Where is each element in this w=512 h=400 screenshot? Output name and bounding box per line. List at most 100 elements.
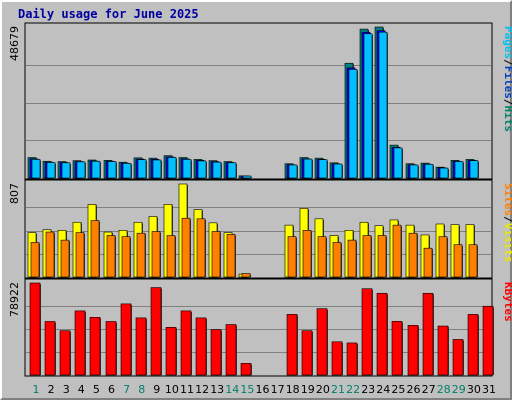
x-tick-label-14: 14 xyxy=(225,383,239,396)
x-tick-label-29: 29 xyxy=(452,383,466,396)
ymax-label-kbytes: 78922 xyxy=(8,282,21,317)
legend-item-pages-files-hits-2: Files xyxy=(502,66,512,99)
x-tick-label-4: 4 xyxy=(78,383,85,396)
bar-pages-day-8 xyxy=(137,159,147,179)
legend-item-pages-files-hits-1: / xyxy=(502,59,512,66)
bar-kbytes-day-28 xyxy=(437,325,449,376)
bar-sites-day-20 xyxy=(317,236,327,278)
x-tick-label-16: 16 xyxy=(256,383,270,396)
bar-sites-day-11 xyxy=(181,217,191,278)
bar-sites-day-14 xyxy=(226,234,236,278)
bar-pages-day-20 xyxy=(318,159,328,179)
x-tick-label-24: 24 xyxy=(376,383,390,396)
legend-visits-sites: Sites/Visits xyxy=(502,183,512,263)
chart-title: Daily usage for June 2025 xyxy=(18,7,199,21)
bar-pages-day-2 xyxy=(46,162,56,179)
legend-item-visits-sites-1: / xyxy=(502,216,512,223)
bar-kbytes-day-12 xyxy=(195,317,207,376)
bar-kbytes-day-11 xyxy=(180,310,192,376)
bar-kbytes-day-8 xyxy=(135,317,147,376)
x-tick-label-30: 30 xyxy=(467,383,481,396)
ymax-label-pages-files-hits: 48679 xyxy=(8,26,21,61)
x-tick-label-18: 18 xyxy=(286,383,300,396)
bar-pages-day-21 xyxy=(333,163,343,179)
bar-kbytes-day-6 xyxy=(105,321,117,376)
bar-sites-day-5 xyxy=(90,220,100,278)
bar-sites-day-13 xyxy=(211,231,221,278)
legend-item-visits-sites-2: Visits xyxy=(502,223,512,263)
panel-pages-files-hits xyxy=(24,22,493,180)
bar-sites-day-9 xyxy=(151,231,161,278)
x-tick-label-22: 22 xyxy=(346,383,360,396)
bar-sites-day-29 xyxy=(453,244,463,278)
legend-item-kbytes-0: KBytes xyxy=(502,282,512,322)
bar-pages-day-12 xyxy=(197,160,207,179)
bar-pages-day-6 xyxy=(107,161,117,179)
bar-pages-day-9 xyxy=(152,159,162,179)
bar-pages-day-15 xyxy=(242,175,252,179)
legend-item-visits-sites-0: Sites xyxy=(502,183,512,216)
bar-kbytes-day-22 xyxy=(346,342,358,376)
x-tick-label-28: 28 xyxy=(437,383,451,396)
bar-pages-day-27 xyxy=(424,164,434,179)
x-tick-label-20: 20 xyxy=(316,383,330,396)
bar-pages-day-26 xyxy=(409,164,419,179)
bar-sites-day-24 xyxy=(377,235,387,278)
legend-item-pages-files-hits-4: Hits xyxy=(502,106,512,133)
legend-item-pages-files-hits-0: Pages xyxy=(502,26,512,59)
x-tick-label-6: 6 xyxy=(108,383,115,396)
bar-kbytes-day-10 xyxy=(165,327,177,376)
bar-sites-day-2 xyxy=(45,231,55,278)
bar-sites-day-25 xyxy=(392,224,402,278)
bar-pages-day-30 xyxy=(469,160,479,179)
bar-sites-day-7 xyxy=(121,236,131,278)
bar-sites-day-3 xyxy=(60,239,70,278)
bar-pages-day-19 xyxy=(303,158,313,179)
bar-pages-day-18 xyxy=(288,164,298,179)
bar-kbytes-day-14 xyxy=(225,324,237,376)
bar-pages-day-3 xyxy=(61,162,71,179)
bar-kbytes-day-21 xyxy=(331,341,343,376)
bar-pages-day-28 xyxy=(439,167,449,179)
bar-sites-day-27 xyxy=(423,247,433,278)
bar-sites-day-8 xyxy=(136,232,146,278)
bar-pages-day-1 xyxy=(31,159,41,179)
x-tick-label-1: 1 xyxy=(33,383,40,396)
bar-kbytes-day-20 xyxy=(316,308,328,376)
bar-pages-day-23 xyxy=(363,33,373,179)
bar-pages-day-14 xyxy=(227,162,237,179)
legend-pages-files-hits: Pages/Files/Hits xyxy=(502,26,512,132)
bar-kbytes-day-31 xyxy=(482,305,494,376)
bar-sites-day-28 xyxy=(438,236,448,278)
x-tick-label-19: 19 xyxy=(301,383,315,396)
bar-sites-day-4 xyxy=(75,232,85,278)
bar-kbytes-day-24 xyxy=(376,292,388,376)
bar-pages-day-7 xyxy=(122,163,132,179)
x-tick-label-21: 21 xyxy=(331,383,345,396)
bar-sites-day-15 xyxy=(241,273,251,278)
legend-item-pages-files-hits-3: / xyxy=(502,99,512,106)
x-tick-label-25: 25 xyxy=(391,383,405,396)
x-tick-label-8: 8 xyxy=(138,383,145,396)
bar-kbytes-day-5 xyxy=(89,316,101,376)
bar-sites-day-10 xyxy=(166,235,176,278)
bar-kbytes-day-2 xyxy=(44,321,56,376)
bar-pages-day-13 xyxy=(212,161,222,179)
bar-kbytes-day-3 xyxy=(59,330,71,376)
bar-kbytes-day-30 xyxy=(467,314,479,376)
x-tick-label-27: 27 xyxy=(422,383,436,396)
x-tick-label-17: 17 xyxy=(271,383,285,396)
ymax-label-visits-sites: 807 xyxy=(8,183,21,204)
bar-pages-day-29 xyxy=(454,161,464,179)
x-tick-label-12: 12 xyxy=(195,383,209,396)
bar-sites-day-26 xyxy=(408,232,418,278)
bar-kbytes-day-29 xyxy=(452,339,464,376)
bar-kbytes-day-27 xyxy=(422,292,434,376)
bar-pages-day-5 xyxy=(91,160,101,179)
bar-kbytes-day-7 xyxy=(120,303,132,376)
bar-pages-day-25 xyxy=(393,147,403,179)
bar-kbytes-day-15 xyxy=(240,363,252,376)
bar-kbytes-day-1 xyxy=(29,282,41,376)
bar-kbytes-day-18 xyxy=(286,314,298,376)
